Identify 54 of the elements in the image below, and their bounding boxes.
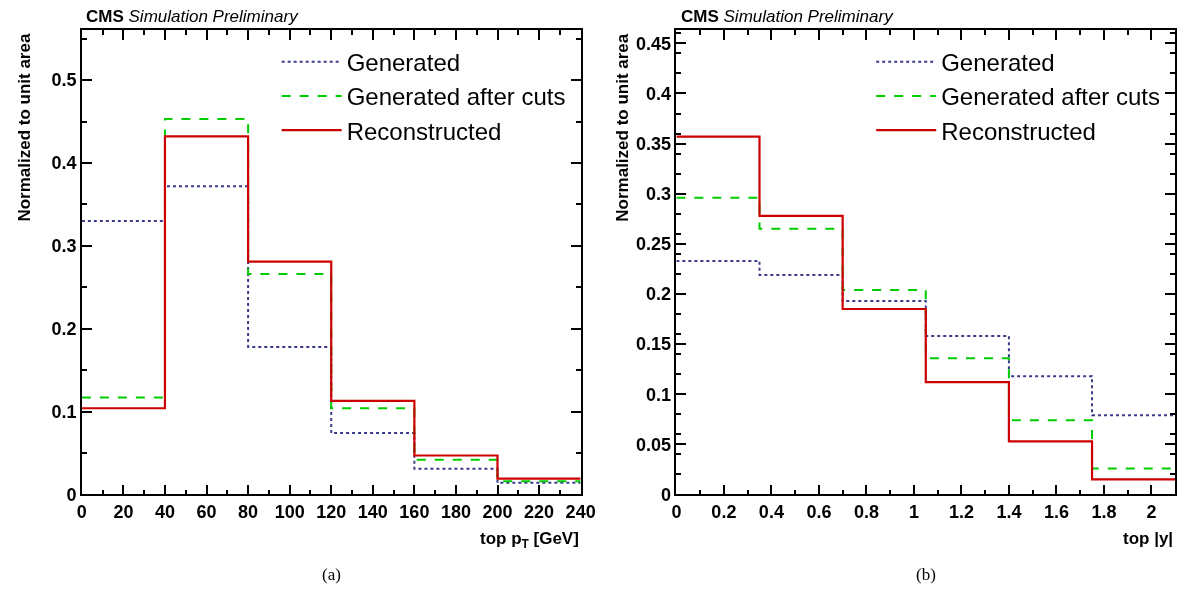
y-tick-label: 0.2 — [51, 318, 77, 339]
x-tick-label: 120 — [316, 501, 347, 522]
y-tick-label: 0.1 — [645, 384, 672, 405]
x-tick-label: 20 — [113, 501, 134, 522]
legend-label: Generated — [346, 49, 461, 77]
chart-subtitle: Simulation Preliminary — [128, 7, 300, 26]
y-tick-label: 0 — [66, 484, 77, 505]
x-tick-label: 1 — [908, 501, 919, 522]
x-tick-label: 0.4 — [758, 501, 784, 522]
x-axis-title: top p$_{T}$ [GeV] — [480, 529, 579, 551]
y-axis-title: Normalized to unit area — [613, 33, 633, 222]
legend-label: Reconstructed — [941, 117, 1096, 145]
y-tick-label: 0.3 — [51, 236, 77, 257]
x-tick-label: 1.6 — [1043, 501, 1069, 522]
x-tick-label: 2 — [1146, 501, 1157, 522]
x-tick-label: 100 — [274, 501, 305, 522]
y-tick-label: 0.1 — [51, 401, 77, 422]
y-tick-label: 0.05 — [635, 434, 672, 455]
x-tick-label: 1.4 — [996, 501, 1022, 522]
x-tick-label: 0.6 — [806, 501, 832, 522]
y-tick-label: 0 — [661, 484, 672, 505]
y-tick-label: 0.35 — [635, 133, 672, 154]
chart-subtitle: Simulation Preliminary — [723, 7, 895, 26]
x-tick-label: 1.2 — [948, 501, 974, 522]
y-tick-label: 0.25 — [635, 234, 672, 255]
legend-label: Generated — [941, 49, 1055, 77]
y-tick-label: 0.15 — [635, 334, 672, 355]
x-tick-label: 1.8 — [1091, 501, 1117, 522]
text: (a) — [322, 565, 341, 584]
text: (b) — [916, 565, 936, 584]
y-tick-label: 0.4 — [51, 153, 77, 174]
x-tick-label: 180 — [440, 501, 471, 522]
x-tick-label: 80 — [238, 501, 259, 522]
x-tick-label: 0.8 — [853, 501, 879, 522]
y-tick-label: 0.45 — [635, 33, 672, 54]
legend-label: Generated after cuts — [346, 83, 566, 111]
legend-label: Reconstructed — [346, 117, 502, 145]
x-tick-label: 240 — [565, 501, 596, 522]
y-tick-label: 0.2 — [645, 284, 672, 305]
y-tick-label: 0.5 — [51, 70, 77, 91]
x-tick-label: 0.2 — [711, 501, 737, 522]
x-tick-label: 140 — [357, 501, 388, 522]
x-tick-label: 60 — [196, 501, 217, 522]
chart-title: CMS — [86, 7, 124, 26]
chart-title: CMS — [681, 7, 719, 26]
x-tick-label: 220 — [524, 501, 555, 522]
x-tick-label: 160 — [399, 501, 430, 522]
y-tick-label: 0.3 — [645, 184, 672, 205]
x-tick-label: 40 — [154, 501, 175, 522]
legend-label: Generated after cuts — [941, 83, 1160, 111]
y-tick-label: 0.4 — [645, 83, 672, 104]
x-axis-title: top |y| — [1123, 529, 1174, 548]
x-tick-label: 200 — [482, 501, 513, 522]
y-axis-title: Normalized to unit area — [14, 33, 34, 222]
